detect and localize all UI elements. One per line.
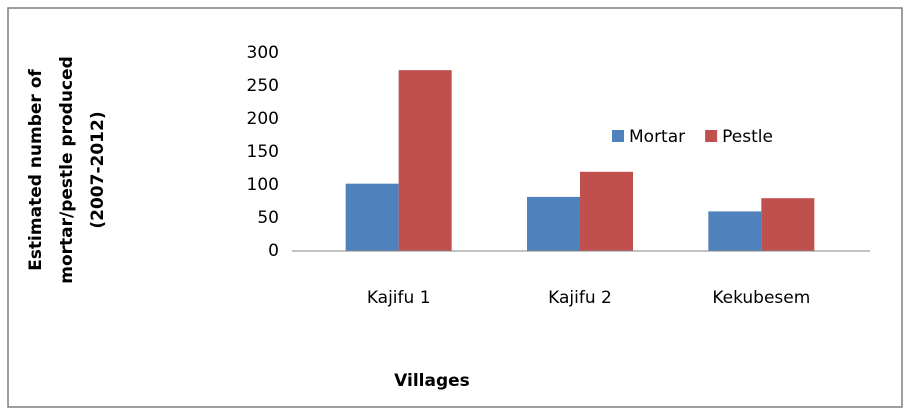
bar bbox=[527, 196, 580, 251]
bar bbox=[398, 70, 452, 251]
legend-label: Mortar bbox=[629, 127, 685, 147]
x-tick-label: Kajifu 2 bbox=[548, 288, 612, 308]
legend-label: Pestle bbox=[722, 127, 773, 147]
x-tick-label: Kekubesem bbox=[712, 288, 810, 308]
y-tick-label: 0 bbox=[268, 241, 279, 261]
y-tick-label: 100 bbox=[247, 175, 279, 195]
bar bbox=[345, 183, 399, 251]
chart-border bbox=[7, 7, 903, 408]
bar bbox=[580, 171, 633, 251]
x-axis-label: Villages bbox=[394, 371, 470, 391]
legend-swatch bbox=[705, 130, 718, 142]
y-tick-label: 50 bbox=[257, 208, 279, 228]
y-axis-label: (2007-2012) bbox=[88, 111, 108, 228]
bar bbox=[708, 211, 762, 251]
y-axis-label: Estimated number of bbox=[26, 69, 46, 271]
x-tick-label: Kajifu 1 bbox=[367, 288, 431, 308]
y-tick-label: 150 bbox=[247, 142, 279, 162]
y-tick-label: 200 bbox=[247, 109, 279, 129]
y-axis-label: mortar/pestle produced bbox=[57, 56, 77, 283]
legend-swatch bbox=[612, 130, 624, 142]
y-tick-label: 300 bbox=[247, 43, 279, 63]
bar bbox=[761, 198, 815, 251]
y-tick-label: 250 bbox=[247, 76, 279, 96]
